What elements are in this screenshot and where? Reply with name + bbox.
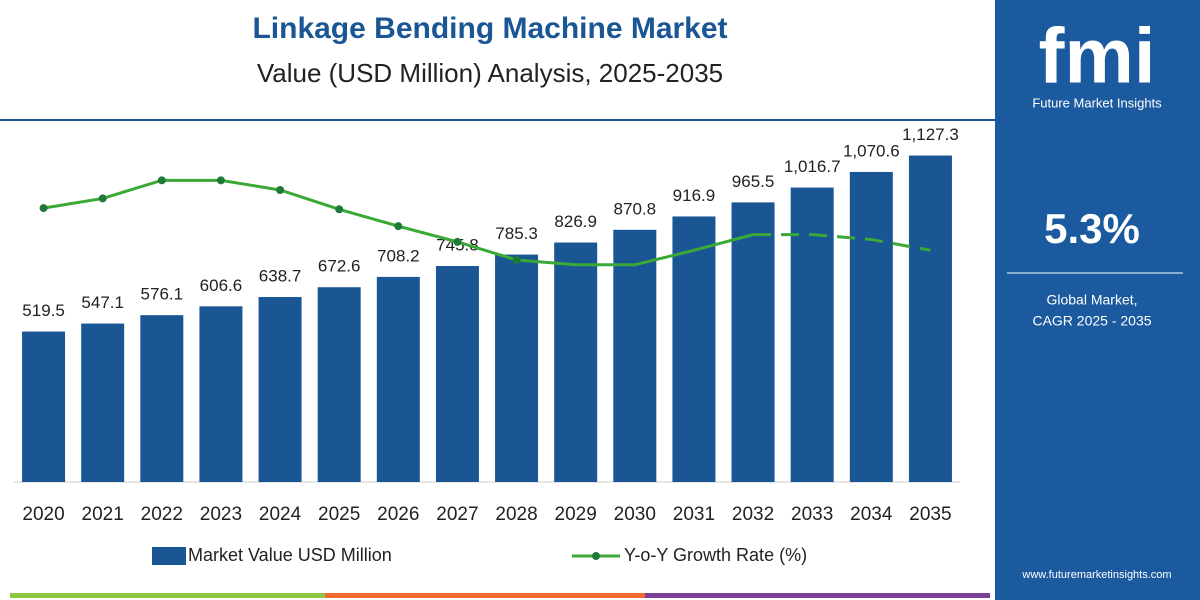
bar — [790, 187, 834, 483]
bar — [140, 315, 184, 482]
data-label: 576.1 — [141, 285, 184, 304]
data-label: 672.6 — [318, 257, 361, 276]
growth-point — [512, 255, 521, 264]
bar — [199, 306, 243, 482]
data-label: 826.9 — [554, 212, 597, 231]
data-label: 1,070.6 — [843, 141, 900, 160]
bar — [672, 216, 716, 482]
x-tick-label: 2033 — [791, 504, 833, 525]
x-tick-label: 2026 — [377, 504, 419, 525]
bar — [376, 276, 420, 482]
bar — [849, 171, 893, 483]
url: www.futuremarketinsights.com — [1021, 569, 1171, 581]
bar — [731, 202, 775, 482]
data-label: 965.5 — [732, 172, 775, 191]
x-tick-label: 2032 — [732, 504, 774, 525]
footer-strip — [325, 593, 645, 598]
bar — [435, 266, 479, 482]
bar — [495, 254, 539, 482]
footer-strip — [10, 593, 325, 598]
data-label: 785.3 — [495, 224, 538, 243]
x-tick-label: 2024 — [259, 504, 302, 525]
legend-label: Y-o-Y Growth Rate (%) — [624, 545, 807, 565]
bar — [81, 323, 125, 482]
side-panel — [995, 0, 1200, 600]
brand-logo: fmi — [1039, 12, 1156, 100]
x-tick-label: 2031 — [673, 504, 715, 525]
data-label: 638.7 — [259, 267, 302, 286]
data-label: 870.8 — [614, 199, 657, 218]
data-label: 708.2 — [377, 246, 420, 265]
cagr-caption: CAGR 2025 - 2035 — [1032, 313, 1151, 329]
legend-swatch — [152, 547, 186, 565]
data-label: 547.1 — [81, 293, 124, 312]
growth-point — [394, 222, 403, 231]
bar — [22, 331, 66, 482]
legend-marker — [592, 552, 600, 560]
bar — [258, 297, 302, 482]
bar — [554, 242, 598, 482]
x-tick-label: 2021 — [82, 504, 124, 525]
x-tick-label: 2030 — [614, 504, 656, 525]
x-tick-label: 2034 — [850, 504, 893, 525]
growth-point — [276, 185, 285, 194]
x-tick-label: 2028 — [495, 504, 537, 525]
growth-point — [157, 176, 166, 185]
cagr-value: 5.3% — [1044, 205, 1140, 252]
growth-point — [335, 205, 344, 214]
x-tick-label: 2022 — [141, 504, 183, 525]
growth-point — [98, 194, 107, 203]
x-tick-label: 2027 — [436, 504, 478, 525]
growth-point — [39, 204, 48, 213]
x-tick-label: 2023 — [200, 504, 242, 525]
bar — [908, 155, 952, 482]
data-label: 606.6 — [200, 276, 243, 295]
x-tick-label: 2025 — [318, 504, 360, 525]
brand-name: Future Market Insights — [1032, 95, 1162, 110]
growth-line-forecast — [753, 233, 931, 252]
chart-title: Linkage Bending Machine Market — [252, 12, 727, 45]
growth-point — [216, 176, 225, 185]
data-label: 519.5 — [22, 301, 65, 320]
cagr-caption: Global Market, — [1046, 292, 1137, 308]
growth-point — [453, 237, 462, 246]
data-label: 916.9 — [673, 186, 716, 205]
chart-subtitle: Value (USD Million) Analysis, 2025-2035 — [257, 58, 723, 88]
data-label: 1,127.3 — [902, 125, 959, 144]
x-tick-label: 2035 — [909, 504, 951, 525]
footer-strip — [645, 593, 990, 598]
bar — [317, 287, 361, 482]
legend-label: Market Value USD Million — [188, 545, 392, 565]
data-label: 1,016.7 — [784, 157, 841, 176]
x-tick-label: 2020 — [22, 504, 64, 525]
bar — [613, 229, 657, 482]
x-tick-label: 2029 — [555, 504, 597, 525]
